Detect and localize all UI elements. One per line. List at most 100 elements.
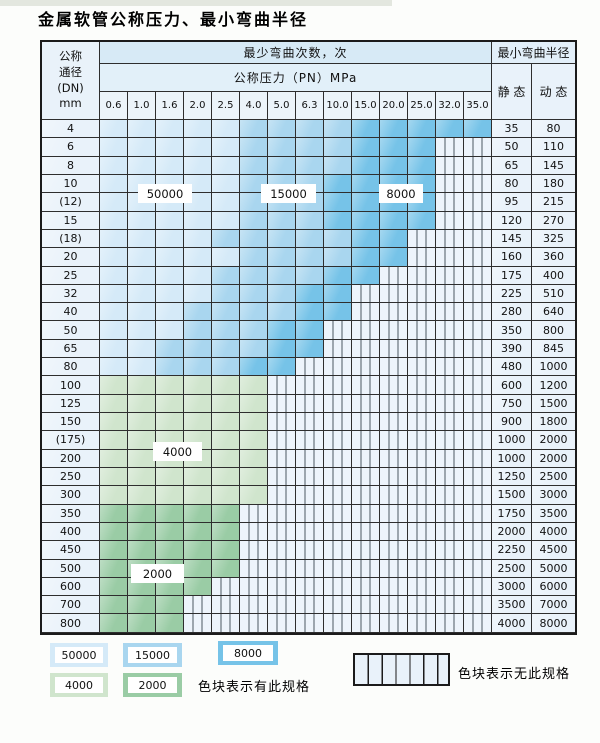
zone-cell xyxy=(296,248,324,267)
striped-cell xyxy=(464,614,492,633)
striped-cell xyxy=(352,541,380,560)
striped-cell xyxy=(296,504,324,523)
dynamic-cell: 1200 xyxy=(532,376,575,395)
zone-cell xyxy=(128,541,156,560)
zone-cell xyxy=(156,339,184,359)
zone-cell xyxy=(128,156,156,175)
zone-cell xyxy=(212,486,240,505)
striped-cell xyxy=(324,522,352,542)
dn-cell: 32 xyxy=(42,284,100,304)
dn-cell: 400 xyxy=(42,522,100,542)
zone-cell xyxy=(100,413,128,432)
zone-cell xyxy=(324,266,352,285)
zone-cell xyxy=(100,577,128,597)
striped-cell xyxy=(464,559,492,578)
striped-cell xyxy=(352,577,380,597)
striped-cell xyxy=(352,431,380,450)
static-cell: 120 xyxy=(492,211,532,230)
striped-cell xyxy=(464,284,492,304)
zone-cell xyxy=(156,358,184,377)
striped-cell xyxy=(296,413,324,432)
zone-cell xyxy=(100,541,128,560)
zone-cell xyxy=(184,504,212,523)
zone-cell xyxy=(184,541,212,560)
striped-cell xyxy=(436,339,464,359)
dn-cell: 15 xyxy=(42,211,100,230)
striped-cell xyxy=(324,321,352,340)
dn-header-cell: 公称 通径 (DN) mm xyxy=(42,42,100,120)
zone-cell xyxy=(128,522,156,542)
striped-cell xyxy=(324,614,352,633)
zone-cell xyxy=(100,449,128,468)
striped-cell xyxy=(464,138,492,157)
zone-cell xyxy=(212,138,240,157)
zone-cell xyxy=(380,156,408,175)
dynamic-cell: 325 xyxy=(532,229,575,249)
striped-cell xyxy=(380,541,408,560)
striped-cell xyxy=(380,449,408,468)
striped-cell xyxy=(464,321,492,340)
pressure-header-cell: 2.5 xyxy=(212,92,240,120)
static-cell: 280 xyxy=(492,303,532,322)
dn-cell: (12) xyxy=(42,193,100,212)
zone-cell xyxy=(268,156,296,175)
striped-cell xyxy=(464,431,492,450)
zone-cell xyxy=(184,120,212,139)
zone-cell xyxy=(240,321,268,340)
dn-cell: 450 xyxy=(42,541,100,560)
striped-cell xyxy=(296,614,324,633)
striped-cell xyxy=(268,486,296,505)
zone-cell xyxy=(240,376,268,395)
striped-cell xyxy=(380,358,408,377)
zone-cell xyxy=(212,248,240,267)
dynamic-cell: 110 xyxy=(532,138,575,157)
zone-cell xyxy=(240,467,268,487)
dynamic-cell: 1500 xyxy=(532,394,575,413)
striped-cell xyxy=(380,339,408,359)
zone-cell xyxy=(128,266,156,285)
striped-cell xyxy=(268,577,296,597)
static-cell: 390 xyxy=(492,339,532,359)
zone-cell xyxy=(324,303,352,322)
zone-cell xyxy=(100,120,128,139)
zone-cell xyxy=(156,413,184,432)
scan-edge-strip xyxy=(0,0,392,6)
dynamic-cell: 80 xyxy=(532,120,575,139)
zone-cell xyxy=(128,229,156,249)
pressure-header-cell: 32.0 xyxy=(436,92,464,120)
striped-cell xyxy=(464,339,492,359)
legend-block: 2000 xyxy=(123,673,182,697)
zone-cell xyxy=(212,174,240,194)
zone-label: 8000 xyxy=(379,184,423,203)
zone-cell xyxy=(184,394,212,413)
striped-cell xyxy=(464,413,492,432)
dn-cell: (175) xyxy=(42,431,100,450)
zone-cell xyxy=(268,120,296,139)
striped-cell xyxy=(464,577,492,597)
striped-cell xyxy=(408,229,436,249)
legend-number: 2000 xyxy=(128,677,177,693)
striped-cell xyxy=(408,541,436,560)
zone-cell xyxy=(184,486,212,505)
striped-cell xyxy=(436,541,464,560)
static-cell: 4000 xyxy=(492,614,532,633)
zone-cell xyxy=(324,138,352,157)
static-cell: 2250 xyxy=(492,541,532,560)
striped-cell xyxy=(324,577,352,597)
zone-cell xyxy=(240,120,268,139)
dynamic-header: 动 态 xyxy=(532,64,575,120)
striped-cell xyxy=(436,229,464,249)
dynamic-cell: 4500 xyxy=(532,541,575,560)
static-header: 静 态 xyxy=(492,64,532,120)
dn-header-line: (DN) xyxy=(57,80,84,95)
zone-cell xyxy=(100,211,128,230)
striped-cell xyxy=(436,303,464,322)
zone-cell xyxy=(100,174,128,194)
dn-cell: 200 xyxy=(42,449,100,468)
zone-cell xyxy=(184,577,212,597)
zone-cell xyxy=(100,266,128,285)
dn-cell: 40 xyxy=(42,303,100,322)
striped-cell xyxy=(436,614,464,633)
pressure-header-cell: 35.0 xyxy=(464,92,492,120)
zone-cell xyxy=(324,211,352,230)
